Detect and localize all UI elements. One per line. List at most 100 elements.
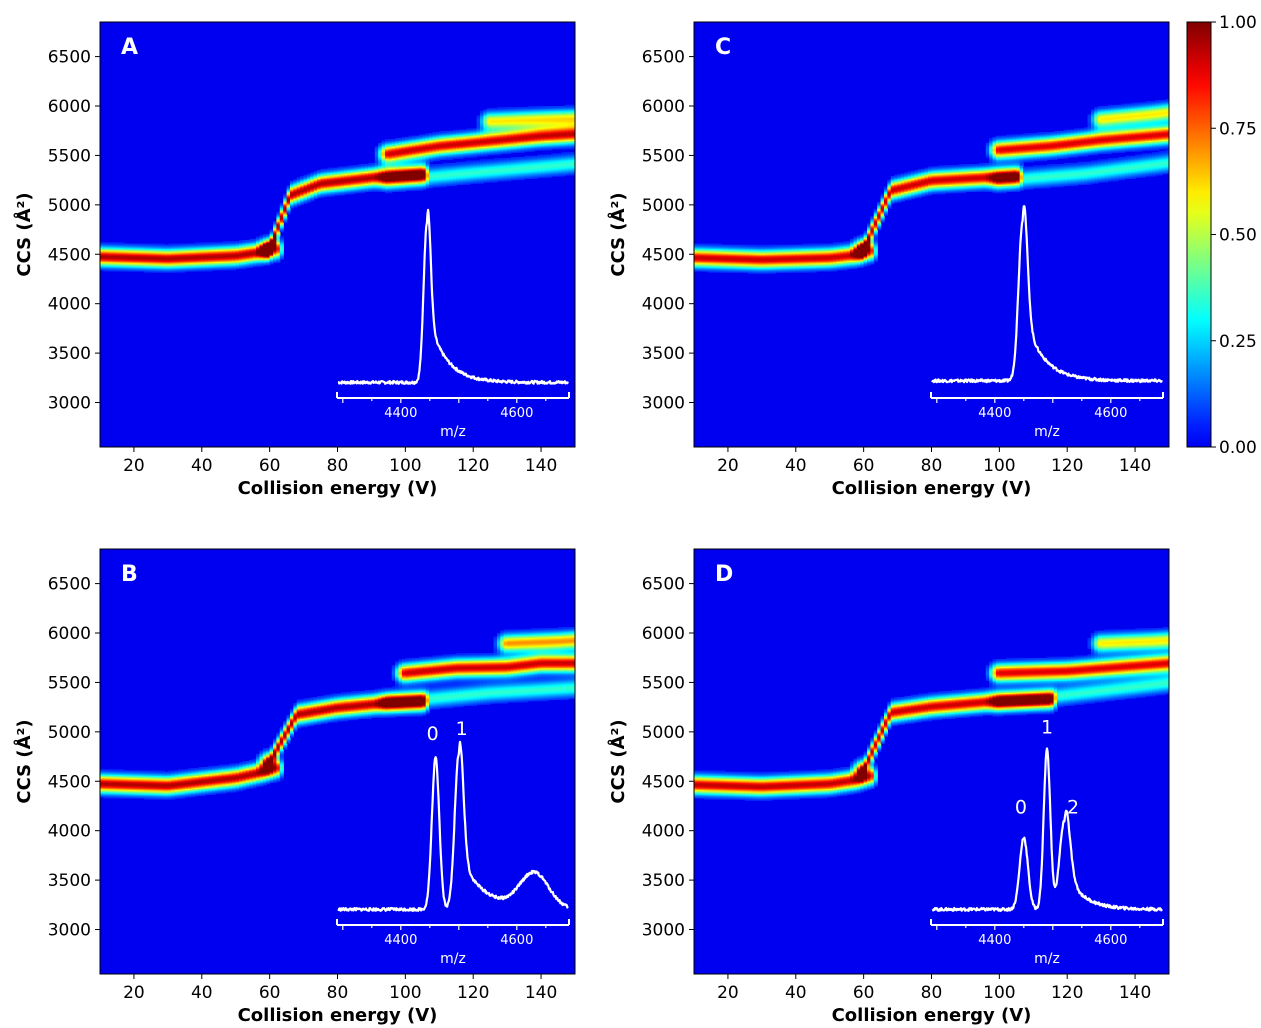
heatmap-cell <box>551 138 556 140</box>
heatmap-cell <box>401 157 406 159</box>
heatmap-cell <box>178 250 183 253</box>
heatmap-cell <box>503 160 508 163</box>
heatmap-cell <box>435 138 440 140</box>
heatmap-cell <box>293 185 298 188</box>
heatmap-cell <box>564 170 569 172</box>
heatmap-cell <box>496 107 501 109</box>
heatmap-cell <box>537 111 542 114</box>
heatmap-cell <box>401 166 406 169</box>
heatmap-cell <box>496 111 501 114</box>
heatmap-cell <box>503 174 508 177</box>
heatmap-cell <box>150 257 155 260</box>
heatmap-cell <box>483 154 488 157</box>
heatmap-cell <box>381 172 386 175</box>
heatmap-cell <box>469 153 474 156</box>
heatmap-cell <box>551 168 556 171</box>
heatmap-cell <box>398 155 403 158</box>
heatmap-cell <box>279 228 284 230</box>
heatmap-cell <box>405 177 410 179</box>
heatmap-cell <box>541 161 546 164</box>
heatmap-cell <box>459 166 464 169</box>
heatmap-cell <box>110 262 115 265</box>
heatmap-cell <box>558 174 563 177</box>
heatmap-cell <box>378 154 383 157</box>
heatmap-cell <box>391 154 396 157</box>
heatmap-cell <box>262 240 267 242</box>
heatmap-cell <box>473 146 478 149</box>
heatmap-cell <box>473 168 478 171</box>
heatmap-cell <box>463 154 468 157</box>
heatmap-cell <box>429 186 434 189</box>
heatmap-cell <box>507 133 512 136</box>
heatmap-cell <box>222 263 227 266</box>
heatmap-cell <box>520 158 525 160</box>
heatmap-cell <box>418 187 423 190</box>
heatmap-cell <box>568 107 573 109</box>
heatmap-cell <box>412 138 417 140</box>
heatmap-cell <box>507 134 512 137</box>
heatmap-cell <box>310 197 315 200</box>
heatmap-cell <box>534 109 539 112</box>
heatmap-cell <box>120 262 125 265</box>
heatmap-cell <box>398 175 403 178</box>
heatmap-cell <box>211 267 216 270</box>
heatmap-cell <box>391 162 396 165</box>
heatmap-cell <box>507 109 512 112</box>
heatmap-cell <box>571 109 575 112</box>
heatmap-cell <box>296 199 301 202</box>
heatmap-cell <box>337 191 342 194</box>
heatmap-cell <box>496 142 501 145</box>
heatmap-cell <box>425 170 430 172</box>
heatmap-cell <box>429 173 434 176</box>
heatmap-cell <box>527 139 532 142</box>
heatmap-cell <box>178 253 183 255</box>
heatmap-cell <box>418 149 423 152</box>
heatmap-cell <box>490 161 495 164</box>
heatmap-cell <box>178 269 183 272</box>
y-tick-label: 4500 <box>48 245 91 265</box>
heatmap-cell <box>150 249 155 252</box>
heatmap-cell <box>561 127 566 130</box>
heatmap-cell <box>459 183 464 185</box>
heatmap-cell <box>147 268 152 271</box>
heatmap-cell <box>564 115 569 118</box>
heatmap-cell <box>171 245 176 248</box>
heatmap-cell <box>547 127 552 130</box>
heatmap-cell <box>344 183 349 185</box>
heatmap-cell <box>452 184 457 187</box>
heatmap-cell <box>425 149 430 152</box>
heatmap-cell <box>317 172 322 175</box>
heatmap-cell <box>503 132 508 134</box>
heatmap-cell <box>537 135 542 138</box>
heatmap-cell <box>503 126 508 128</box>
heatmap-cell <box>113 254 118 257</box>
heatmap-cell <box>432 177 437 179</box>
heatmap-cell <box>378 177 383 179</box>
heatmap-cell <box>561 153 566 156</box>
heatmap-cell <box>554 136 559 139</box>
heatmap-cell <box>395 152 400 155</box>
heatmap-cell <box>496 135 501 138</box>
heatmap-cell <box>385 185 389 188</box>
heatmap-cell <box>211 250 216 253</box>
heatmap-cell <box>476 153 481 156</box>
heatmap-cell <box>547 173 552 176</box>
heatmap-cell <box>510 117 515 120</box>
heatmap-cell <box>422 135 427 138</box>
heatmap-cell <box>446 138 451 140</box>
heatmap-cell <box>480 147 484 150</box>
heatmap-cell <box>161 270 166 273</box>
heatmap-cell <box>510 149 515 152</box>
heatmap-cell <box>110 251 115 254</box>
heatmap-cell <box>554 172 559 175</box>
heatmap-cell <box>507 159 512 162</box>
heatmap-cell <box>228 254 233 257</box>
heatmap-cell <box>103 244 108 247</box>
heatmap-cell <box>446 141 451 144</box>
heatmap-cell <box>503 140 508 143</box>
heatmap-cell <box>381 146 386 149</box>
heatmap-cell <box>344 180 349 183</box>
heatmap-cell <box>198 267 203 270</box>
heatmap-cell <box>415 187 420 190</box>
heatmap-cell <box>130 255 135 258</box>
